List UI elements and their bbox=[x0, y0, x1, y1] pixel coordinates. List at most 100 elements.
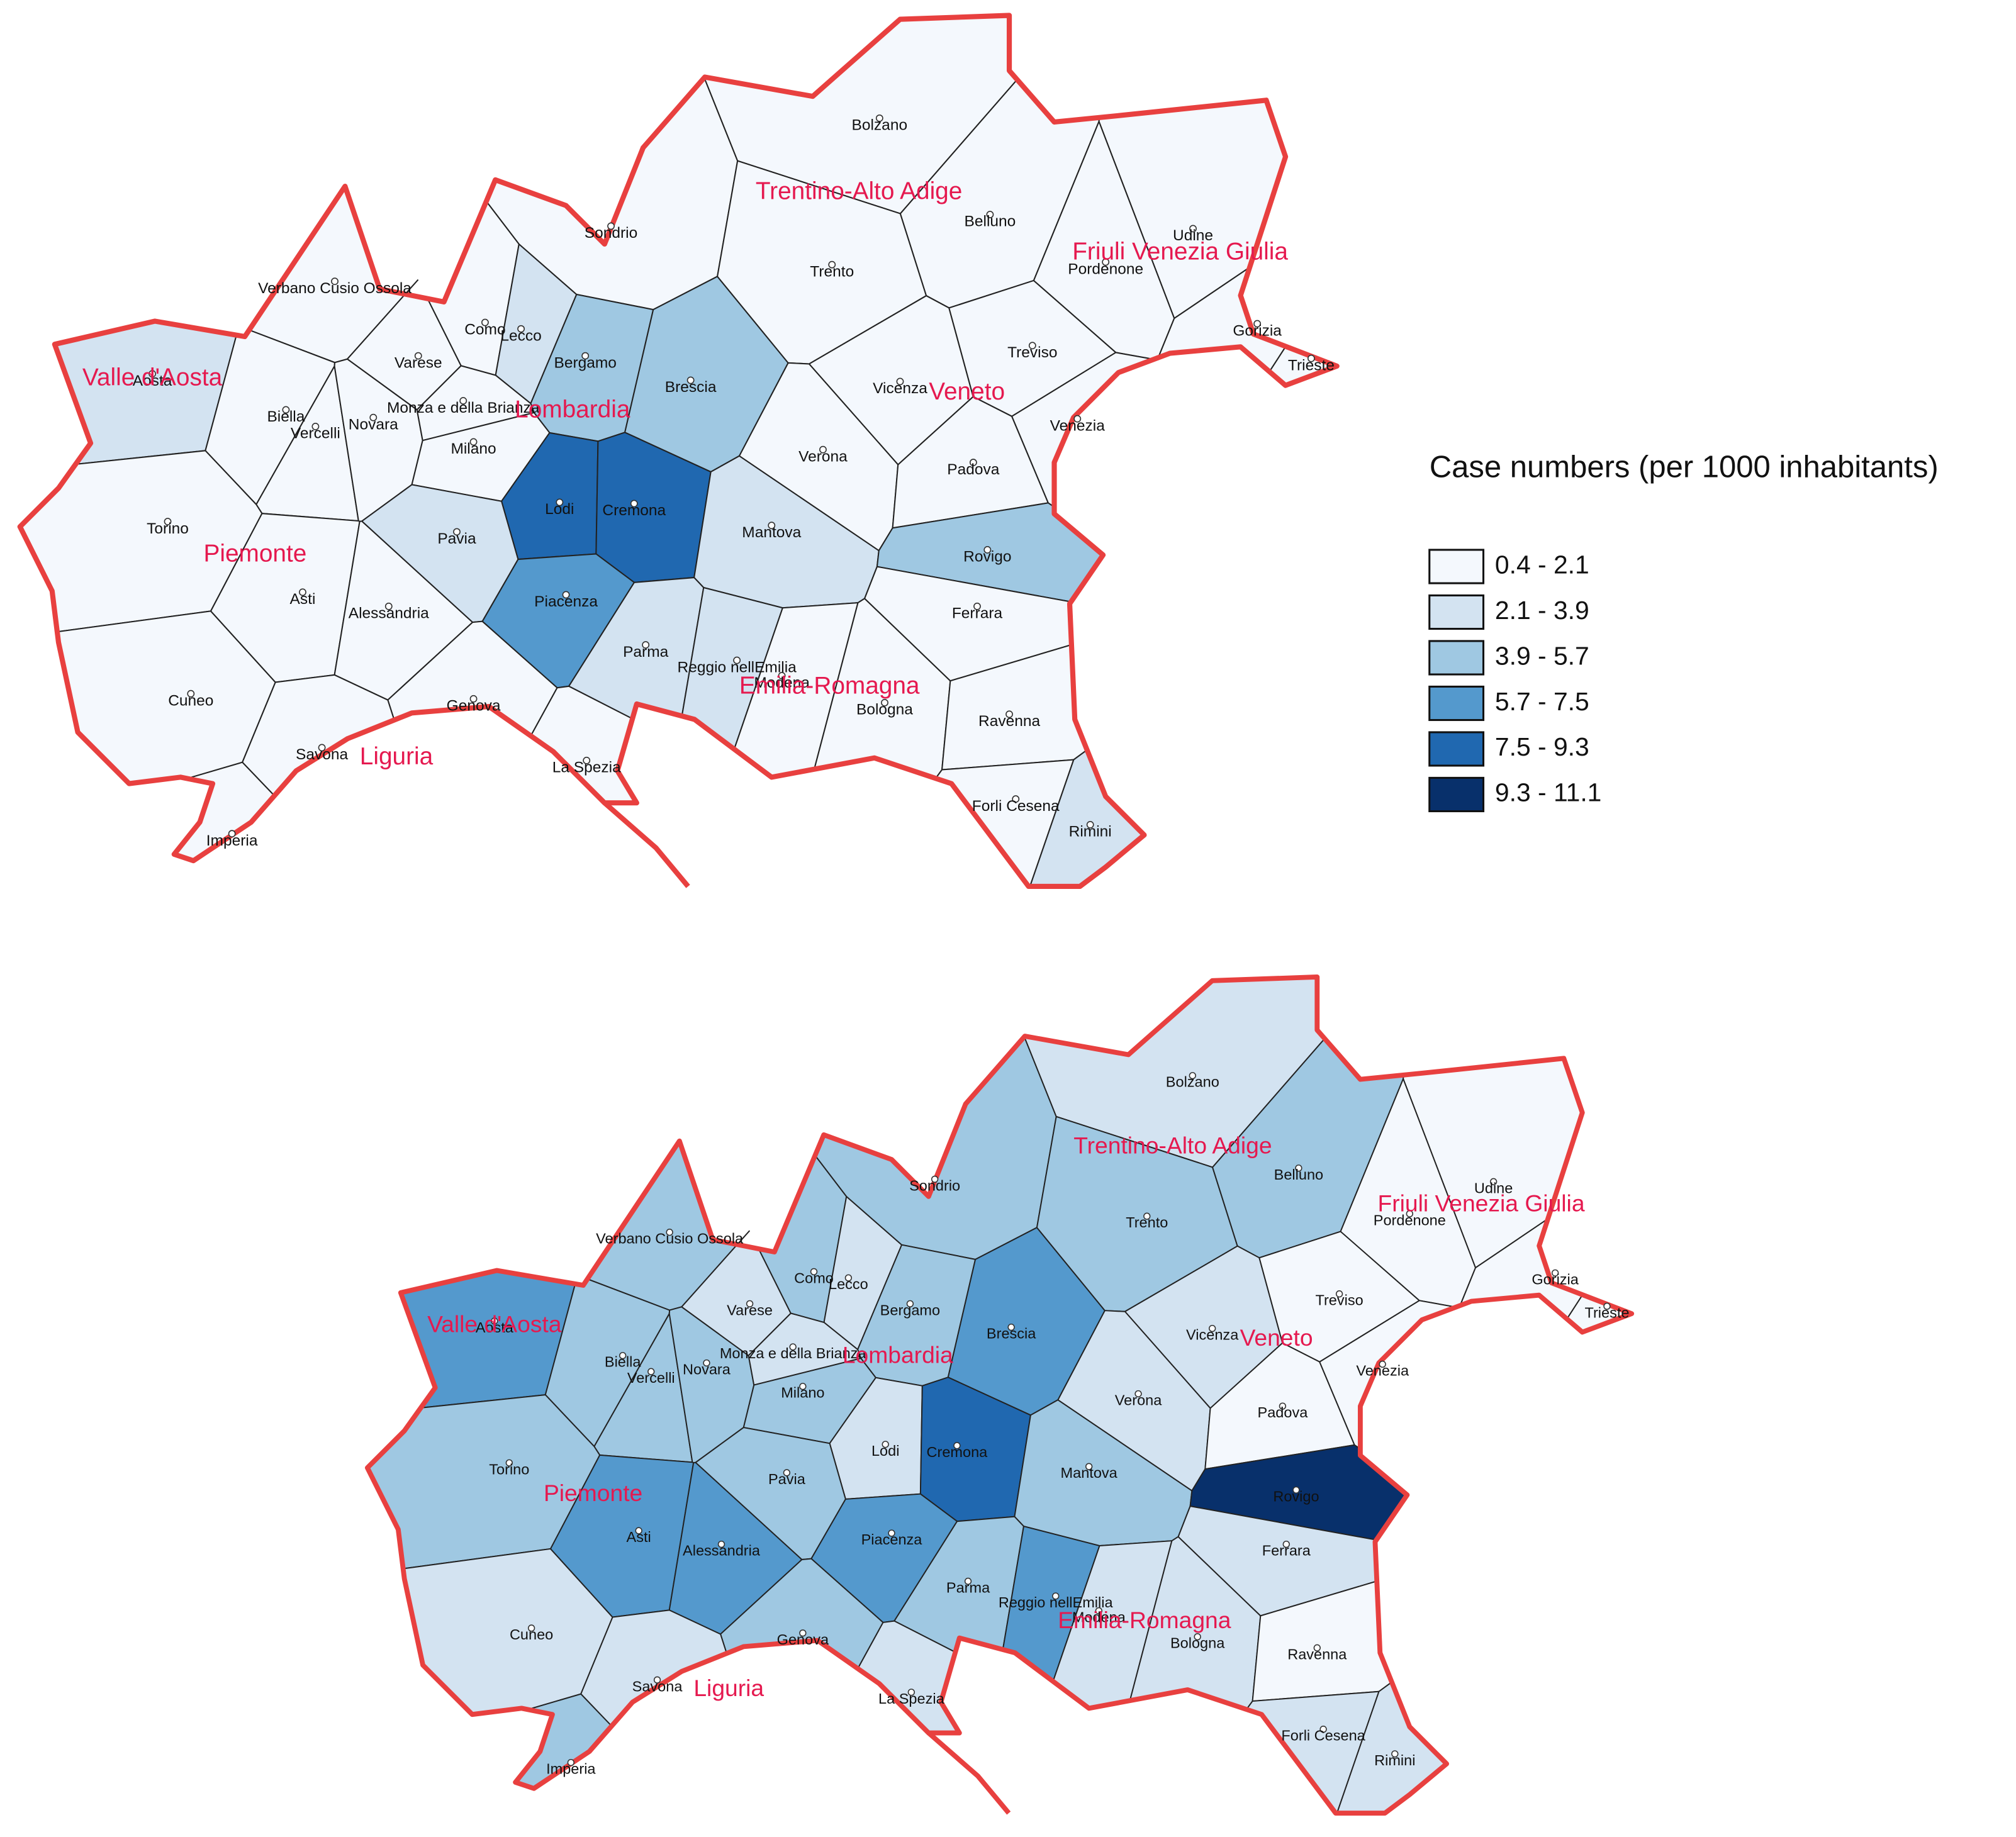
province-label: Reggio nellEmilia bbox=[677, 659, 797, 676]
province-dot bbox=[164, 518, 172, 525]
province-dot bbox=[1095, 1607, 1103, 1615]
province-dot bbox=[717, 1540, 725, 1548]
legend-label: 3.9 - 5.7 bbox=[1495, 641, 1589, 670]
province-label: Monza e della Brianza bbox=[720, 1345, 867, 1361]
province-label: Bolzano bbox=[852, 117, 908, 134]
province-dot bbox=[1134, 1390, 1142, 1398]
region-label: Valle d'Aosta bbox=[82, 364, 223, 391]
province-dot bbox=[1279, 1402, 1287, 1410]
province-label: Venezia bbox=[1050, 417, 1106, 434]
province-label: Cuneo bbox=[510, 1626, 553, 1643]
province-dot bbox=[983, 546, 992, 554]
province-label: Vercelli bbox=[627, 1370, 675, 1386]
legend-swatch bbox=[1428, 640, 1485, 676]
province-dot bbox=[630, 500, 638, 508]
province-label: Lecco bbox=[829, 1276, 868, 1292]
province-dot bbox=[953, 1442, 961, 1449]
province-label: Imperia bbox=[546, 1761, 596, 1777]
province-dot bbox=[459, 397, 468, 405]
province-label: Venezia bbox=[1356, 1362, 1409, 1378]
province-label: Novara bbox=[683, 1361, 731, 1377]
province-dot bbox=[733, 656, 741, 664]
province-dot bbox=[828, 260, 836, 269]
province-label: Biella bbox=[267, 408, 305, 425]
province-label: Ferrara bbox=[952, 605, 1003, 622]
province-dot bbox=[148, 370, 156, 378]
province-dot bbox=[906, 1300, 914, 1308]
province-label: Ravenna bbox=[1287, 1646, 1347, 1662]
legend-label: 9.3 - 11.1 bbox=[1495, 778, 1601, 807]
province-dot bbox=[318, 744, 326, 752]
province-label: Brescia bbox=[987, 1326, 1036, 1342]
province-label: Torino bbox=[489, 1461, 529, 1477]
province-dot bbox=[778, 672, 786, 679]
province-dot bbox=[964, 1577, 972, 1585]
province-dot bbox=[331, 277, 339, 286]
province-dot bbox=[1052, 1592, 1060, 1600]
province-label: Como bbox=[464, 321, 505, 338]
province-label: Treviso bbox=[1007, 344, 1057, 361]
province-dot bbox=[1085, 1463, 1093, 1470]
province-label: Genova bbox=[777, 1631, 829, 1648]
province-dot bbox=[282, 406, 290, 414]
province-label: Bologna bbox=[856, 701, 913, 718]
province-dot bbox=[1102, 258, 1110, 266]
province-label: Alessandria bbox=[683, 1543, 761, 1559]
province-label: Padova bbox=[1258, 1404, 1309, 1421]
province-dot bbox=[1189, 225, 1197, 233]
province-label: Rimini bbox=[1374, 1752, 1415, 1768]
legend-swatch bbox=[1428, 731, 1485, 767]
province-label: Ravenna bbox=[978, 713, 1040, 730]
province-dot bbox=[505, 1459, 513, 1466]
region-label: Veneto bbox=[1240, 1324, 1313, 1351]
province-dot bbox=[1603, 1302, 1611, 1310]
province-label: Pordenone bbox=[1068, 260, 1143, 277]
province-label: Varese bbox=[727, 1302, 773, 1318]
region-label: Liguria bbox=[360, 743, 434, 770]
legend-label: 0.4 - 2.1 bbox=[1495, 550, 1589, 579]
province-label: Bergamo bbox=[880, 1302, 940, 1318]
province-label: Treviso bbox=[1315, 1292, 1363, 1309]
province-label: Verona bbox=[1115, 1392, 1162, 1409]
province-label: Cremona bbox=[602, 502, 666, 519]
province-dot bbox=[1319, 1726, 1327, 1733]
province-label: Reggio nellEmilia bbox=[999, 1594, 1114, 1611]
province-label: Verona bbox=[798, 448, 848, 465]
province-dot bbox=[888, 1529, 895, 1537]
province-label: Sondrio bbox=[585, 225, 637, 242]
province-dot bbox=[1086, 821, 1094, 829]
legend-label: 7.5 - 9.3 bbox=[1495, 732, 1589, 761]
province-dot bbox=[1028, 342, 1036, 350]
province-dot bbox=[384, 602, 393, 610]
province-label: Mantova bbox=[1061, 1465, 1118, 1481]
province-dot bbox=[653, 1676, 661, 1683]
province-dot bbox=[369, 413, 378, 422]
province-dot bbox=[635, 1527, 642, 1534]
province-dot bbox=[647, 1368, 655, 1375]
region-label: Lombardia bbox=[515, 396, 630, 423]
province-dot bbox=[1073, 415, 1082, 423]
province-dot bbox=[1489, 1178, 1498, 1186]
province-dot bbox=[931, 1175, 939, 1183]
province-dot bbox=[666, 1229, 673, 1236]
province-dot bbox=[527, 1624, 535, 1632]
region-label: Piemonte bbox=[544, 1480, 642, 1506]
province-dot bbox=[1208, 1324, 1216, 1332]
province-label: Torino bbox=[147, 520, 189, 537]
province-label: Sondrio bbox=[909, 1177, 960, 1193]
province-label: Cremona bbox=[927, 1444, 988, 1460]
province-dot bbox=[1194, 1633, 1201, 1641]
province-dot bbox=[1313, 1644, 1321, 1652]
province-label: Pavia bbox=[437, 530, 476, 547]
province-label: Asti bbox=[290, 591, 316, 608]
province-label: Gorizia bbox=[1532, 1271, 1579, 1287]
region-label: Valle d'Aosta bbox=[427, 1311, 562, 1337]
province-label: Modena bbox=[754, 674, 810, 691]
province-dot bbox=[1012, 795, 1020, 803]
province-dot bbox=[562, 591, 570, 599]
province-dot bbox=[453, 528, 461, 536]
province-dot bbox=[969, 459, 977, 467]
province-dot bbox=[228, 830, 236, 838]
province-dot bbox=[642, 641, 650, 649]
